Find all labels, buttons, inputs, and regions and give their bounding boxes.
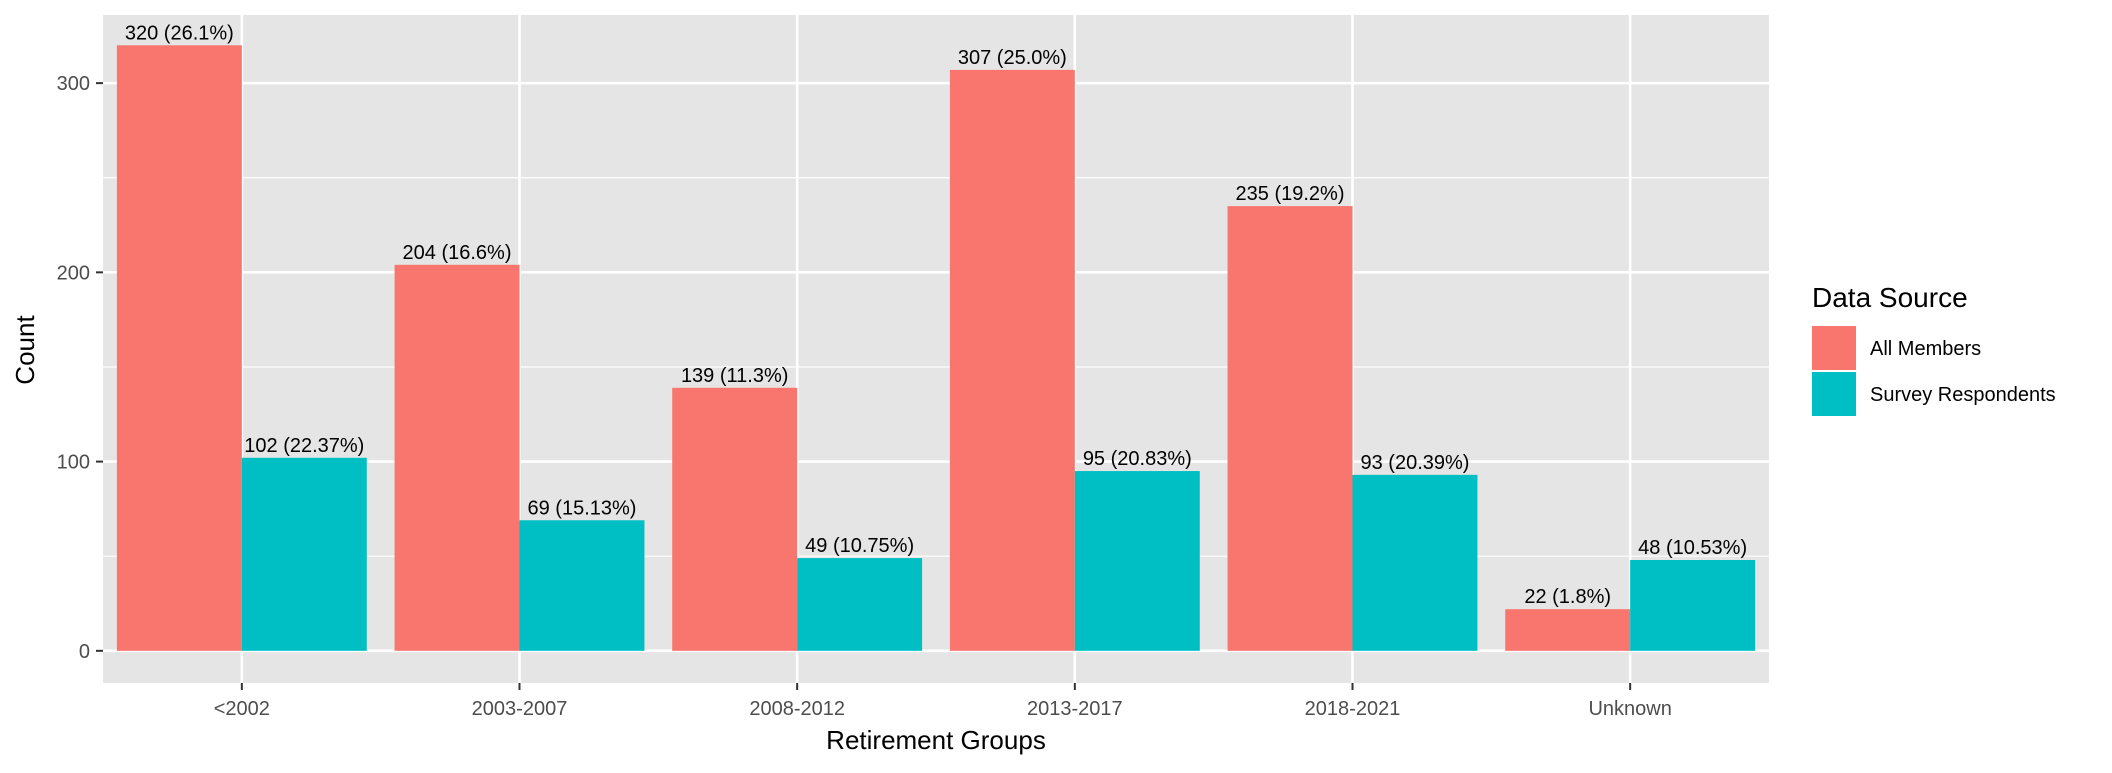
- bar: [672, 387, 798, 651]
- legend-key: [1812, 372, 1856, 416]
- bar-value-label: 95 (20.83%): [1083, 448, 1192, 470]
- x-tick-label: 2008-2012: [749, 698, 845, 720]
- bar-value-label: 49 (10.75%): [805, 535, 914, 557]
- bar: [116, 45, 242, 651]
- legend-key: [1812, 326, 1856, 370]
- y-tick-label: 200: [57, 262, 90, 284]
- bar: [519, 520, 645, 651]
- bar: [949, 69, 1075, 651]
- bar: [1505, 609, 1631, 651]
- legend: Data Source All Members Survey Respondent…: [1812, 282, 2056, 416]
- legend-label: Survey Respondents: [1870, 384, 2056, 406]
- y-tick-label: 100: [57, 452, 90, 474]
- legend-title: Data Source: [1812, 282, 1968, 313]
- x-axis: <2002 2003-2007 2008-2012 2013-2017 2018-202…: [214, 683, 1672, 720]
- bar-value-label: 235 (19.2%): [1236, 183, 1345, 205]
- bar: [1074, 471, 1200, 651]
- x-tick-label: <2002: [214, 698, 270, 720]
- plot-panel: [103, 15, 1769, 683]
- y-tick-label: 300: [57, 73, 90, 95]
- bar: [394, 264, 520, 651]
- bar: [797, 558, 923, 651]
- bar-value-label: 69 (15.13%): [527, 497, 636, 519]
- x-tick-label: 2013-2017: [1027, 698, 1123, 720]
- x-tick-label: Unknown: [1588, 698, 1671, 720]
- legend-label: All Members: [1870, 338, 1981, 360]
- bar-value-label: 320 (26.1%): [125, 22, 234, 44]
- bar-value-label: 204 (16.6%): [403, 242, 512, 264]
- bar-value-label: 48 (10.53%): [1638, 537, 1747, 559]
- bar: [241, 457, 367, 651]
- legend-items: All Members Survey Respondents: [1812, 326, 2056, 416]
- bars: [116, 45, 1756, 651]
- bar-value-label: 307 (25.0%): [958, 47, 1067, 69]
- bar-value-label: 102 (22.37%): [244, 435, 364, 457]
- x-tick-label: 2018-2021: [1305, 698, 1401, 720]
- x-tick-label: 2003-2007: [472, 698, 568, 720]
- y-axis-title: Count: [10, 315, 40, 385]
- y-axis: 0 100 200 300: [57, 73, 103, 663]
- bar: [1630, 559, 1756, 651]
- bar-value-label: 93 (20.39%): [1360, 452, 1469, 474]
- bar: [1352, 474, 1478, 651]
- bar: [1227, 206, 1353, 651]
- minor-gridlines: [103, 177, 1769, 557]
- y-tick-label: 0: [79, 641, 90, 663]
- x-axis-title: Retirement Groups: [826, 725, 1046, 755]
- bar-value-labels: 320 (26.1%) 102 (22.37%) 204 (16.6%) 69 (15…: [125, 22, 1747, 608]
- bar-value-label: 139 (11.3%): [681, 365, 788, 387]
- bar-value-label: 22 (1.8%): [1524, 586, 1611, 608]
